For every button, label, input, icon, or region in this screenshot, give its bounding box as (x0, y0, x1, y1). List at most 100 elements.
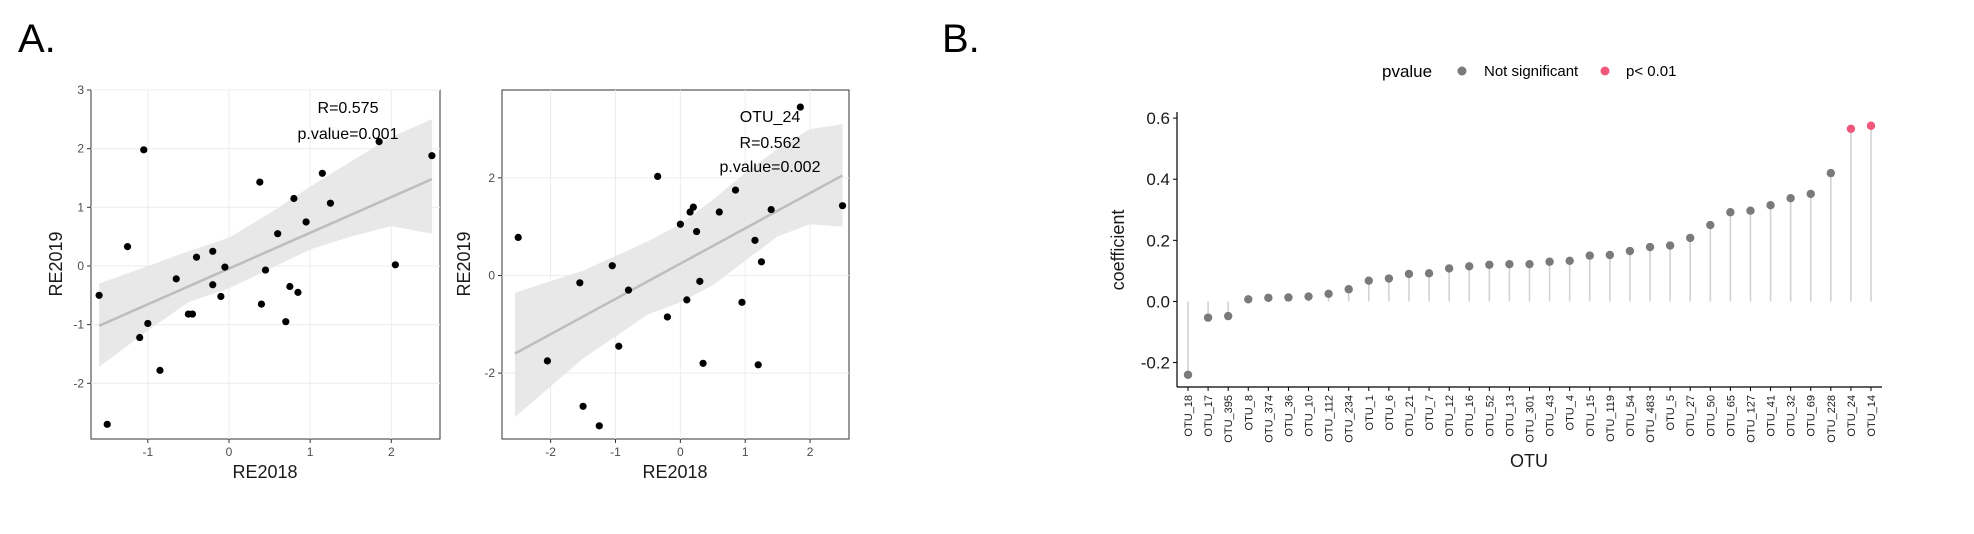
data-point (257, 300, 266, 308)
data-point (543, 357, 552, 365)
lollipop-dot (1384, 274, 1394, 283)
x-ticks: OTU_18 OTU_17 OTU_395 OTU_8 OTU_374 OTU_36 OTU… (1183, 387, 1878, 443)
points (514, 103, 847, 430)
panel-label-a: A. (18, 17, 56, 61)
data-point (699, 359, 707, 367)
x-tick-label: OTU_15 (1585, 395, 1597, 437)
x-tick-label: OTU_65 (1725, 395, 1737, 437)
lollipop-dot (1264, 293, 1273, 302)
panel-label-b: B. (942, 17, 980, 61)
x-tick-label: OTU_7 (1424, 395, 1436, 430)
x-tick-label: OTU_483 (1645, 395, 1657, 443)
y-tick-label: -2 (484, 366, 495, 380)
scatter-plot-right: -2 -1 0 1 2 -2 0 2 RE2018 RE2019 OTU_24 R=0.56… (454, 89, 850, 482)
data-point (754, 361, 762, 369)
annotation-r: R=0.562 (740, 135, 801, 152)
confidence-ribbon (99, 119, 432, 367)
lollipop-dot (1706, 220, 1715, 230)
data-point (757, 258, 766, 266)
lollipop-dot (1605, 250, 1615, 260)
stems (1187, 125, 1872, 375)
x-tick-label: OTU_10 (1304, 395, 1316, 437)
scatter-plot-left: -1 0 1 2 -2 -1 0 1 2 3 RE2018 RE2019 R=0.575 p.v… (46, 83, 441, 482)
x-tick-label: -1 (610, 445, 621, 459)
data-point (654, 172, 662, 180)
y-tick-label: -2 (73, 376, 84, 390)
lollipop-dot (1284, 293, 1293, 302)
data-point (209, 281, 217, 289)
y-axis-title: coefficient (1108, 210, 1128, 291)
data-point (738, 298, 746, 306)
data-point (256, 178, 264, 186)
lollipop-dot (1766, 200, 1775, 210)
x-tick-label: OTU_69 (1806, 395, 1818, 437)
x-ticks: -2 -1 0 1 2 (545, 439, 814, 459)
data-point (261, 266, 270, 274)
x-axis-title: OTU (1510, 451, 1548, 471)
x-tick-label: OTU_112 (1324, 395, 1336, 442)
x-tick-label: OTU_14 (1866, 395, 1878, 437)
data-point (294, 288, 302, 296)
data-point (217, 292, 225, 301)
y-tick-label: 0.2 (1146, 231, 1170, 250)
data-point (751, 236, 759, 244)
data-point (290, 194, 298, 203)
lollipop-dot (1545, 257, 1554, 266)
legend-label-significant: p< 0.01 (1626, 63, 1676, 80)
x-tick-label: OTU_41 (1766, 395, 1778, 437)
x-tick-label: OTU_50 (1705, 395, 1717, 437)
lollipop-chart: pvalue Not significant p< 0.01 -0.2 0.0 0.… (1108, 62, 1882, 471)
y-axis-title: RE2019 (454, 231, 474, 296)
x-tick-label: -2 (545, 445, 556, 459)
x-axis-title: RE2018 (232, 462, 297, 482)
lollipop-dot (1866, 121, 1876, 130)
lollipop-dot (1223, 311, 1233, 321)
x-tick-label: OTU_13 (1504, 395, 1516, 437)
data-point (579, 402, 587, 410)
x-tick-label: 0 (226, 445, 233, 459)
x-tick-label: OTU_4 (1565, 395, 1577, 430)
y-tick-label: 2 (488, 171, 495, 185)
x-tick-label: OTU_395 (1223, 395, 1235, 443)
lollipop-dot (1726, 208, 1735, 217)
x-tick-label: OTU_234 (1344, 395, 1356, 443)
x-ticks: -1 0 1 2 (142, 439, 395, 459)
x-tick-label: OTU_6 (1384, 395, 1396, 430)
data-point (188, 310, 197, 318)
lollipop-dot (1444, 264, 1454, 273)
y-tick-label: 1 (77, 200, 84, 214)
lollipop-dot (1324, 289, 1333, 299)
x-tick-label: 2 (807, 445, 814, 459)
x-tick-label: OTU_228 (1826, 395, 1838, 443)
x-tick-label: OTU_54 (1625, 395, 1637, 437)
lollipop-dot (1665, 241, 1675, 250)
x-tick-label: OTU_374 (1263, 395, 1275, 443)
data-point (576, 279, 584, 287)
data-point (144, 319, 152, 328)
lollipop-dot (1746, 206, 1755, 215)
data-point (375, 138, 383, 146)
y-tick-label: 0.6 (1146, 109, 1170, 128)
y-ticks: -0.2 0.0 0.2 0.4 0.6 (1141, 109, 1177, 373)
y-tick-label: 0 (488, 268, 495, 282)
data-point (302, 218, 310, 226)
y-tick-label: 3 (77, 83, 84, 97)
lollipop-dot (1625, 246, 1635, 256)
x-tick-label: OTU_12 (1444, 395, 1456, 437)
data-point (318, 169, 326, 177)
lollipop-dot (1203, 313, 1213, 322)
legend: pvalue Not significant p< 0.01 (1382, 62, 1676, 81)
data-point (391, 261, 399, 269)
data-point (209, 247, 217, 255)
data-point (274, 230, 282, 238)
points (95, 138, 436, 428)
data-point (192, 253, 201, 261)
lollipop-dot (1364, 276, 1373, 285)
y-tick-label: 0.4 (1146, 170, 1170, 189)
lollipop-dot (1404, 269, 1414, 279)
x-tick-label: OTU_5 (1665, 395, 1677, 430)
x-tick-label: OTU_8 (1243, 395, 1255, 430)
lollipop-dot (1826, 168, 1836, 178)
data-point (796, 103, 804, 111)
